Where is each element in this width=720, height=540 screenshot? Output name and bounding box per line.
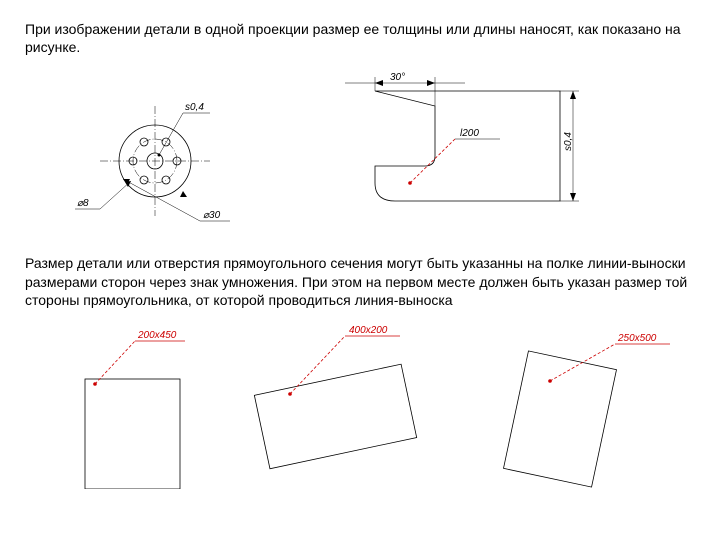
figure-row-1: s0,4 ⌀8 ⌀30 30° l200 s0,4: [25, 71, 695, 234]
paragraph-2: Размер детали или отверстия прямоугольно…: [25, 254, 695, 309]
technical-drawing-1: s0,4 ⌀8 ⌀30 30° l200 s0,4: [25, 71, 695, 231]
technical-drawing-2: 200x450 400x200 250x500: [25, 319, 695, 489]
label-rect3: 250x500: [617, 333, 657, 344]
figure-row-2: 200x450 400x200 250x500: [25, 319, 695, 492]
paragraph-1: При изображении детали в одной проекции …: [25, 20, 695, 56]
label-d8: ⌀8: [77, 198, 89, 209]
label-rect2: 400x200: [349, 325, 388, 336]
label-height-s04: s0,4: [563, 132, 574, 151]
label-l200: l200: [460, 128, 479, 139]
label-rect1: 200x450: [137, 330, 177, 341]
label-d30: ⌀30: [203, 210, 221, 221]
label-angle-30: 30°: [390, 72, 405, 83]
label-s04: s0,4: [185, 102, 204, 113]
